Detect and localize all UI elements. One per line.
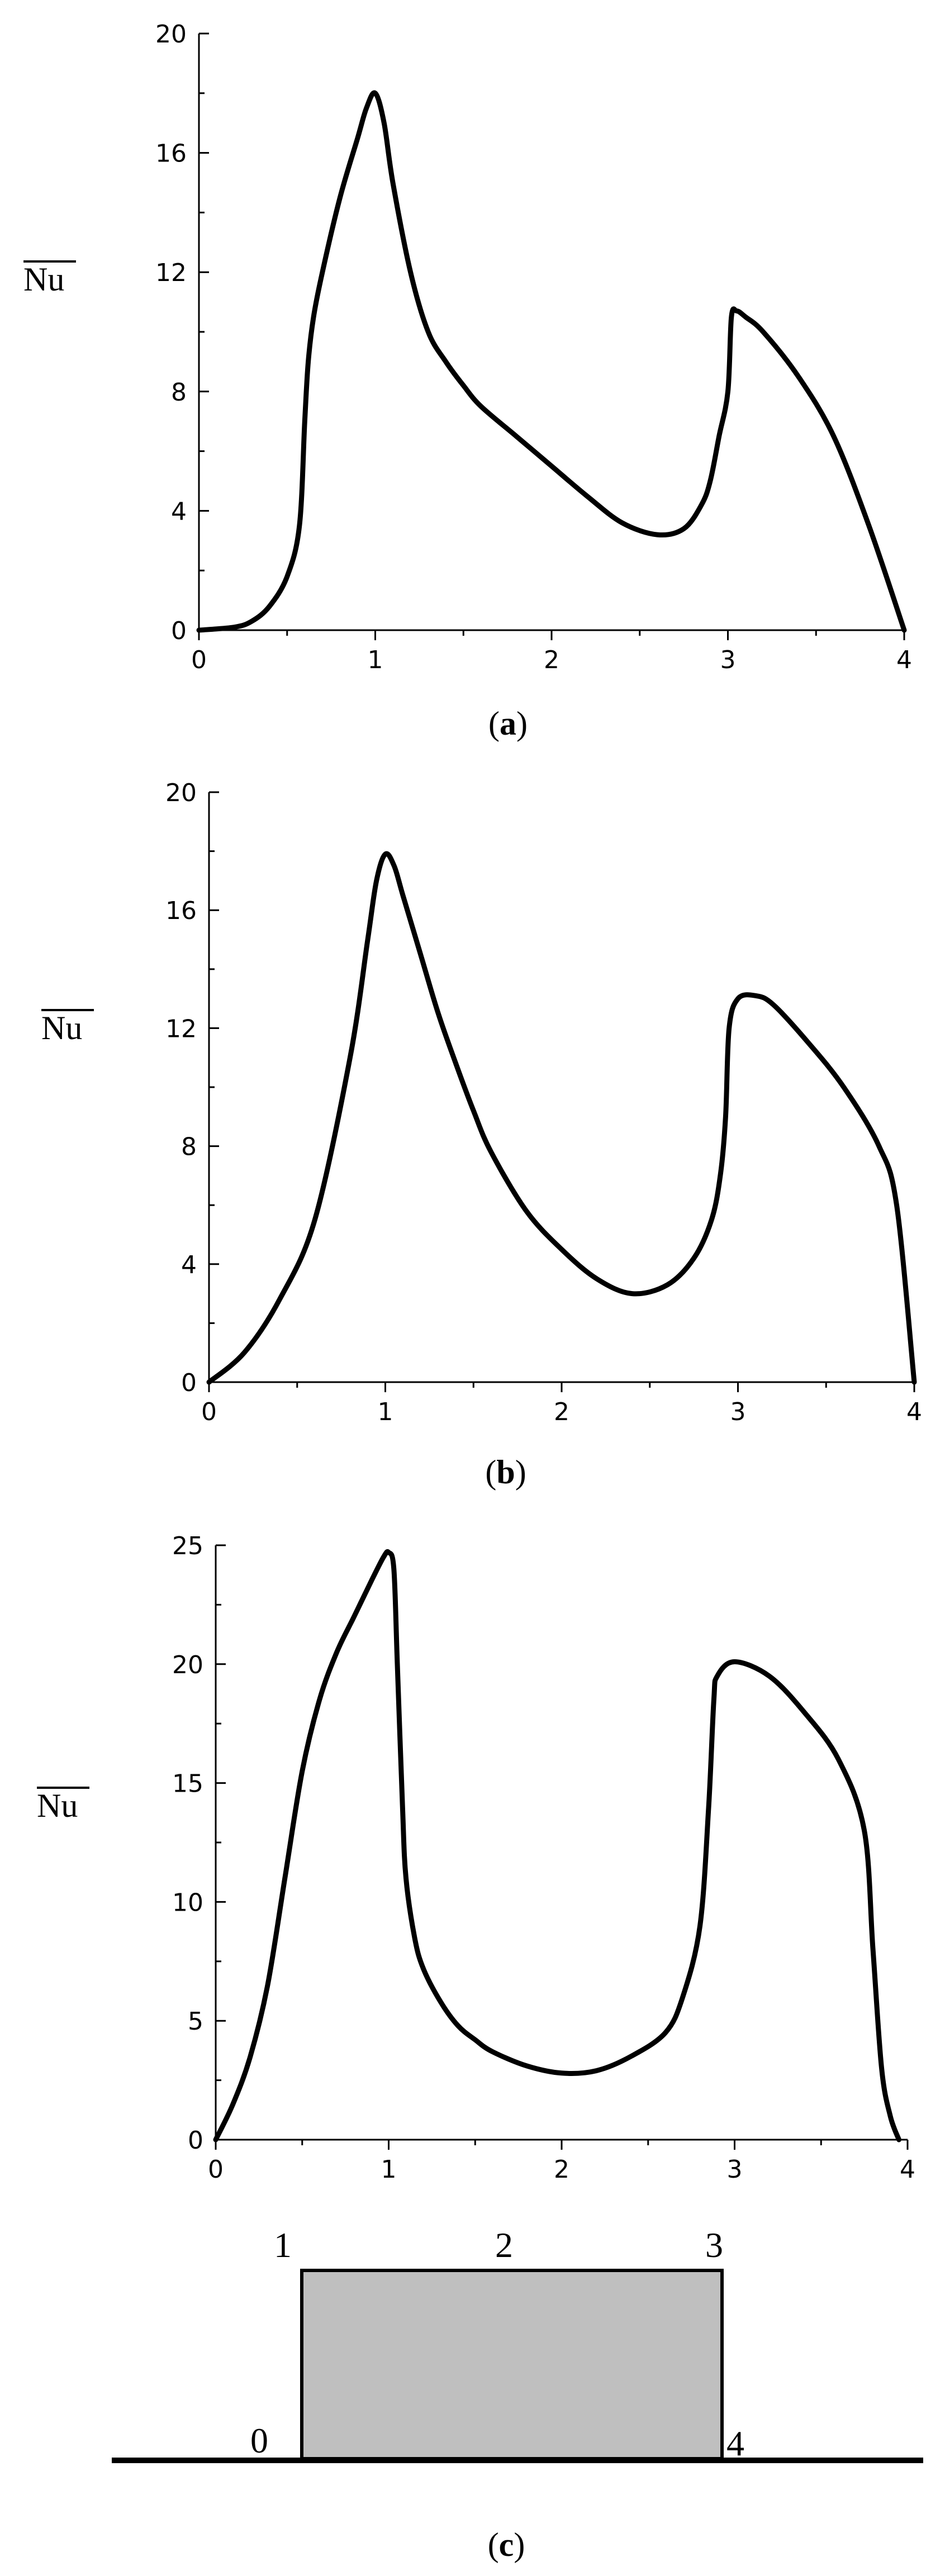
chart-b-x-tick-label: 4 xyxy=(906,1398,922,1426)
heated-block xyxy=(300,2269,724,2460)
chart-b-ylabel: Nu xyxy=(41,1010,82,1046)
chart-c-x-tick-label: 0 xyxy=(208,2155,224,2184)
corner-label-0: 0 xyxy=(250,2421,268,2460)
geometry-diagram: 0 1 2 3 4 (c) xyxy=(112,2225,923,2563)
chart-c-y-tick-label: 20 xyxy=(172,1651,203,1679)
chart-a-caption: (a) xyxy=(488,705,528,742)
corner-label-2: 2 xyxy=(495,2225,513,2265)
chart-a-nu-curve xyxy=(196,90,907,633)
chart-a-y-tick-label: 4 xyxy=(171,497,187,526)
chart-c-ylabel: Nu xyxy=(37,1787,78,1824)
chart-a-x-tick-label: 2 xyxy=(544,646,559,674)
chart-c-x-tick-label: 4 xyxy=(900,2155,915,2184)
chart-a-x-tick-label: 0 xyxy=(191,646,207,674)
chart-a-ylabel: Nu xyxy=(23,261,64,298)
chart-a-y-tick-label: 12 xyxy=(155,259,187,287)
chart-c-y-tick-label: 10 xyxy=(172,1888,203,1917)
chart-b-x-tick-label: 1 xyxy=(378,1398,393,1426)
chart-a-y-tick-label: 16 xyxy=(155,140,187,168)
corner-label-4: 4 xyxy=(726,2423,744,2463)
chart-c-y-tick-label: 5 xyxy=(188,2007,203,2036)
chart-b-axes xyxy=(208,792,914,1383)
chart-a-x-tick-label: 4 xyxy=(896,646,912,674)
chart-b-ticks xyxy=(208,791,915,1392)
chart-c-x-tick-label: 1 xyxy=(381,2155,397,2184)
chart-c-nu-curve xyxy=(213,1549,901,2142)
chart-b-y-tick-label: 16 xyxy=(165,897,197,925)
chart-b-x-tick-label: 2 xyxy=(554,1398,569,1426)
chart-b-nu-curve xyxy=(206,851,917,1385)
chart-c-x-tick-label: 3 xyxy=(727,2155,743,2184)
chart-b-caption: (b) xyxy=(485,1454,526,1491)
chart-b-y-tick-label: 8 xyxy=(181,1133,197,1161)
chart-c-y-tick-label: 0 xyxy=(188,2126,203,2155)
chart-b-x-tick-label: 0 xyxy=(201,1398,217,1426)
chart-a-x-tick-label: 3 xyxy=(720,646,736,674)
chart-a-y-tick-label: 20 xyxy=(155,20,187,49)
chart-c-y-tick-label: 15 xyxy=(172,1770,203,1798)
chart-c: 0 1 2 3 4 0 5 10 15 20 25 Nu xyxy=(37,1532,915,2184)
chart-a-x-tick-label: 1 xyxy=(368,646,383,674)
chart-b-y-tick-label: 20 xyxy=(165,779,197,807)
corner-label-3: 3 xyxy=(705,2225,723,2265)
chart-c-x-tick-label: 2 xyxy=(554,2155,569,2184)
chart-c-y-tick-label: 25 xyxy=(172,1532,203,1560)
chart-a-y-tick-label: 8 xyxy=(171,378,187,407)
chart-b-x-tick-label: 3 xyxy=(730,1398,746,1426)
chart-c-axes xyxy=(215,1545,908,2141)
chart-b-y-tick-label: 0 xyxy=(181,1369,197,1397)
chart-c-ticks xyxy=(215,1544,909,2150)
corner-label-1: 1 xyxy=(274,2225,292,2265)
chart-a-y-tick-label: 0 xyxy=(171,617,187,645)
chart-c-tick-labels: 0 1 2 3 4 0 5 10 15 20 25 xyxy=(172,1532,915,2184)
chart-c-caption: (c) xyxy=(488,2526,525,2563)
chart-a-axes xyxy=(198,34,904,631)
chart-a-ticks xyxy=(198,32,905,640)
chart-b-y-tick-label: 4 xyxy=(181,1251,197,1279)
chart-b-y-tick-label: 12 xyxy=(165,1015,197,1043)
